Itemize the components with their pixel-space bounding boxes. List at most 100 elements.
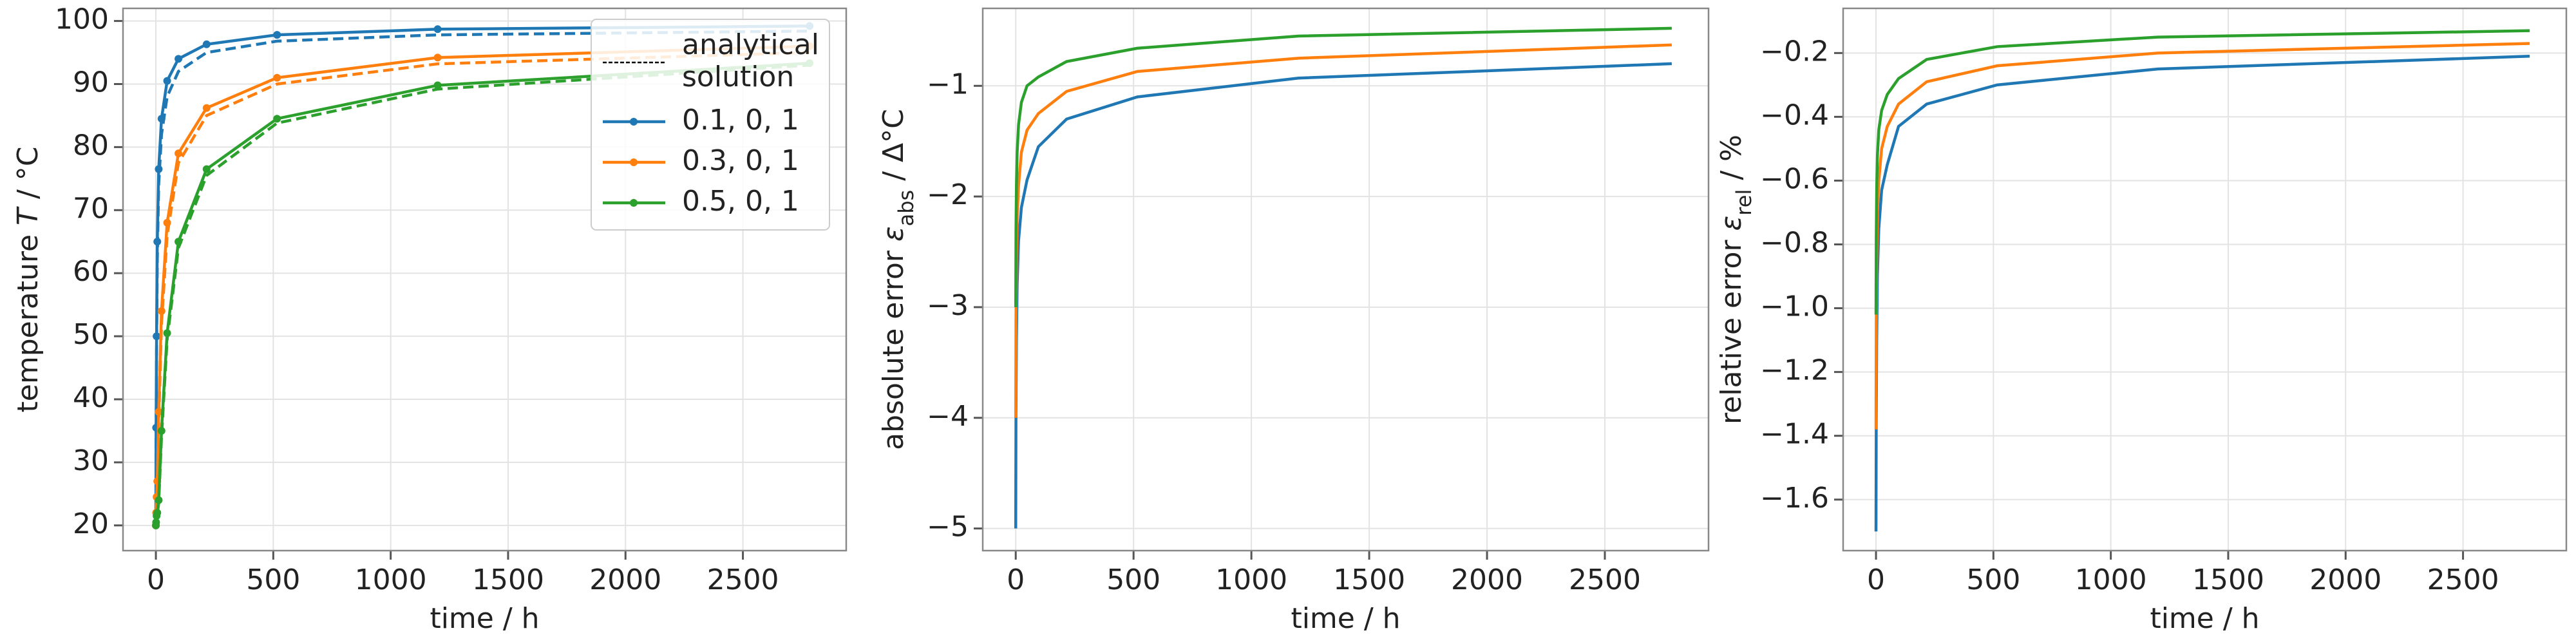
data-point xyxy=(157,115,166,123)
legend-marker xyxy=(630,199,638,207)
label-part: time / h xyxy=(1291,602,1400,635)
data-point xyxy=(153,332,161,341)
x-tick-label: 1000 xyxy=(355,564,427,596)
legend-box xyxy=(591,19,830,231)
series-line xyxy=(1014,26,1672,307)
x-tick-label: 0 xyxy=(147,564,165,596)
y-tick-label: 90 xyxy=(73,66,109,99)
series-line xyxy=(1014,43,1672,418)
x-tick-label: 1500 xyxy=(1333,564,1405,596)
data-point xyxy=(155,165,163,173)
data-point xyxy=(202,40,211,48)
label-part: / °C xyxy=(12,147,44,209)
data-point xyxy=(273,31,281,39)
axis-label: relative error εrel / % xyxy=(1715,135,1756,424)
y-tick-label: 80 xyxy=(73,129,109,162)
x-tick-label: 0 xyxy=(1867,564,1885,596)
y-tick-label: −0.8 xyxy=(1760,227,1829,260)
y-tick-label: −2 xyxy=(927,178,969,211)
label-part: temperature xyxy=(12,225,44,413)
y-tick-label: −1.4 xyxy=(1760,418,1829,451)
data-point xyxy=(157,307,166,315)
data-point xyxy=(175,55,183,63)
y-tick-label: −1.6 xyxy=(1760,482,1829,515)
y-tick-label: 100 xyxy=(55,3,109,36)
x-tick-label: 2000 xyxy=(589,564,661,596)
axes-frame xyxy=(1842,7,2568,552)
data-point xyxy=(433,53,442,62)
label-part: T xyxy=(12,206,44,225)
data-point xyxy=(155,496,163,504)
data-point xyxy=(202,165,211,173)
label-part: time / h xyxy=(430,602,539,635)
y-tick-label: 70 xyxy=(73,192,109,225)
data-point xyxy=(153,238,162,246)
label-part: / Δ°C xyxy=(877,109,910,190)
label-part: abs xyxy=(894,190,918,227)
legend-label: 0.1, 0, 1 xyxy=(682,104,799,137)
y-tick-label: 50 xyxy=(73,318,109,351)
data-point xyxy=(163,329,171,337)
legend-label: analytical xyxy=(682,28,819,61)
x-tick-label: 2500 xyxy=(707,564,779,596)
y-tick-label: 20 xyxy=(73,507,109,540)
x-tick-label: 2000 xyxy=(2309,564,2382,596)
x-tick-label: 2500 xyxy=(1569,564,1641,596)
axis-label: temperature T / °C xyxy=(12,147,44,413)
x-tick-label: 500 xyxy=(1966,564,2020,596)
label-part: / % xyxy=(1715,135,1748,189)
y-tick-label: 40 xyxy=(73,381,109,414)
y-tick-label: −1.2 xyxy=(1760,354,1829,387)
axes-frame xyxy=(122,7,848,552)
data-point xyxy=(157,426,166,435)
x-tick-label: 2000 xyxy=(1451,564,1523,596)
x-tick-label: 1000 xyxy=(1215,564,1287,596)
label-part: time / h xyxy=(2150,602,2259,635)
y-tick-label: 30 xyxy=(73,444,109,477)
axis-label: time / h xyxy=(430,602,539,635)
series-line xyxy=(1874,29,2530,315)
legend-marker xyxy=(630,118,638,126)
axis-label: time / h xyxy=(2150,602,2259,635)
x-tick-label: 2500 xyxy=(2427,564,2499,596)
y-tick-label: −1 xyxy=(927,68,969,100)
y-tick-label: −0.2 xyxy=(1760,35,1829,68)
data-point xyxy=(202,104,211,112)
data-point xyxy=(155,408,163,416)
data-point xyxy=(175,149,183,158)
data-point xyxy=(273,115,281,123)
axis-label: time / h xyxy=(1291,602,1400,635)
y-tick-label: −0.4 xyxy=(1760,99,1829,131)
legend-label: 0.5, 0, 1 xyxy=(682,185,799,218)
axis-label: absolute error εabs / Δ°C xyxy=(877,109,918,450)
axes-frame xyxy=(981,7,1710,552)
series-line xyxy=(154,24,810,526)
y-tick-label: −4 xyxy=(927,400,969,433)
label-part: ε xyxy=(877,226,910,242)
label-part: relative error xyxy=(1715,231,1748,424)
data-point xyxy=(163,77,171,85)
x-tick-label: 0 xyxy=(1007,564,1025,596)
x-tick-label: 500 xyxy=(1106,564,1160,596)
data-point xyxy=(175,238,183,246)
legend-label: solution xyxy=(682,61,794,93)
data-point xyxy=(163,218,171,227)
label-part: absolute error xyxy=(877,242,910,450)
data-point xyxy=(433,81,442,90)
y-tick-label: −0.6 xyxy=(1760,162,1829,195)
x-tick-label: 1000 xyxy=(2075,564,2147,596)
x-tick-label: 500 xyxy=(246,564,300,596)
label-part: ε xyxy=(1715,216,1748,231)
data-point xyxy=(273,73,281,82)
data-point xyxy=(433,25,442,33)
legend-marker xyxy=(630,158,638,166)
data-point xyxy=(152,518,160,526)
y-tick-label: −5 xyxy=(927,511,969,544)
x-tick-label: 1500 xyxy=(472,564,544,596)
data-point xyxy=(153,509,162,517)
legend-label: 0.3, 0, 1 xyxy=(682,144,799,177)
y-tick-label: 60 xyxy=(73,255,109,288)
y-tick-label: −3 xyxy=(927,289,969,322)
